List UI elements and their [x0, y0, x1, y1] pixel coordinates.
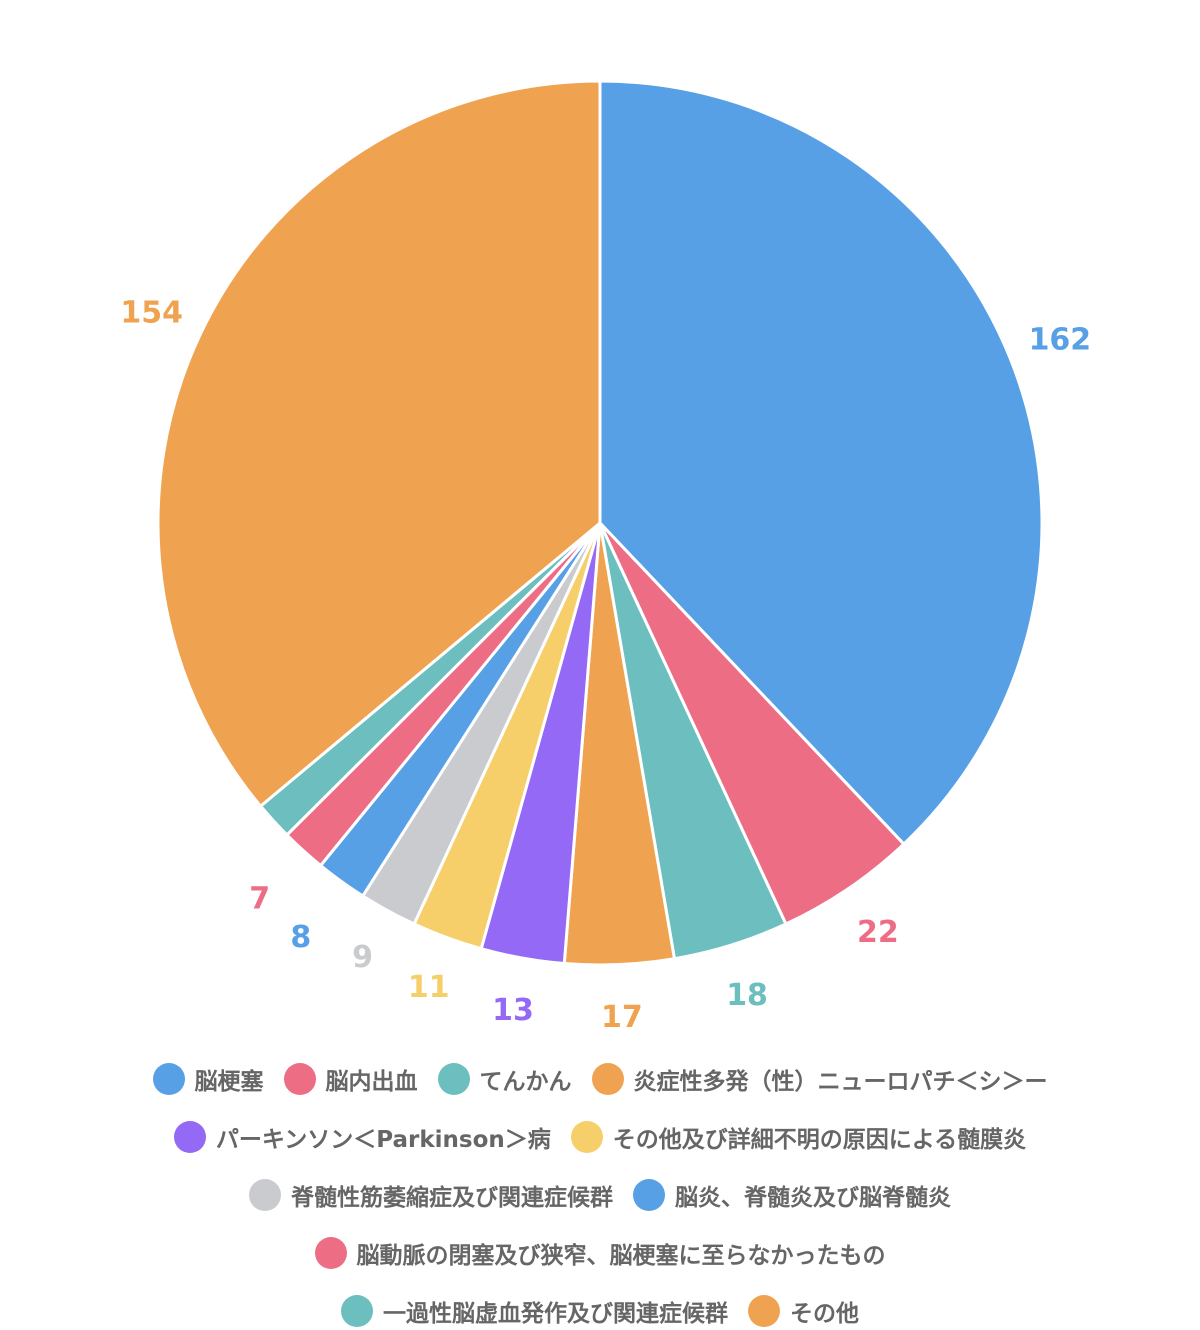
legend-label: 脳内出血 — [325, 1069, 418, 1095]
legend-label: 脳梗塞 — [194, 1069, 264, 1095]
legend-swatch — [283, 1063, 316, 1095]
legend-swatch — [341, 1295, 373, 1327]
legend-label: 炎症性多発（性）ニューロパチ＜シ＞ー — [633, 1069, 1048, 1095]
data-label-2: 18 — [726, 978, 768, 1013]
legend-swatch — [314, 1237, 347, 1269]
data-label-6: 9 — [352, 940, 373, 975]
data-label-3: 17 — [601, 1000, 643, 1035]
data-label-5: 11 — [408, 970, 450, 1005]
data-label-8: 7 — [249, 881, 270, 916]
legend-label: 一過性脳虚血発作及び関連症候群 — [383, 1301, 728, 1327]
legend-item[interactable]: 炎症性多発（性）ニューロパチ＜シ＞ー — [591, 1060, 1048, 1098]
legend-item[interactable]: 脳内出血 — [283, 1060, 418, 1098]
legend-label: その他及び詳細不明の原因による髄膜炎 — [612, 1127, 1027, 1153]
legend-swatch — [633, 1179, 665, 1211]
legend-swatch — [591, 1063, 624, 1095]
legend-item[interactable]: 脊髄性筋萎縮症及び関連症候群 — [249, 1176, 613, 1214]
legend-item[interactable]: その他及び詳細不明の原因による髄膜炎 — [570, 1118, 1027, 1156]
data-label-10: 154 — [120, 296, 183, 331]
legend-swatch — [570, 1121, 603, 1153]
legend-item[interactable]: 一過性脳虚血発作及び関連症候群 — [341, 1292, 728, 1330]
data-label-4: 13 — [492, 993, 534, 1028]
legend-item[interactable]: パーキンソン＜Parkinson＞病 — [173, 1118, 551, 1156]
legend: 脳梗塞 脳内出血 てんかん 炎症性多発（性）ニューロパチ＜シ＞ーパーキンソン＜Park… — [40, 1060, 1160, 1330]
legend-swatch — [249, 1179, 281, 1211]
legend-item[interactable]: 脳炎、脊髄炎及び脳脊髄炎 — [633, 1176, 951, 1214]
data-label-1: 22 — [857, 915, 899, 950]
legend-swatch — [437, 1063, 470, 1095]
legend-swatch — [152, 1063, 185, 1095]
data-label-0: 162 — [1029, 322, 1092, 357]
legend-swatch — [173, 1121, 206, 1153]
legend-label: パーキンソン＜Parkinson＞病 — [215, 1127, 551, 1153]
legend-label: その他 — [790, 1301, 859, 1327]
pie-chart: 162 22 18 17 13 11 9 87 154 — [120, 79, 1092, 1035]
legend-swatch — [748, 1295, 780, 1327]
legend-item[interactable]: 脳動脈の閉塞及び狭窄、脳梗塞に至らなかったもの — [314, 1234, 886, 1272]
legend-item[interactable]: その他 — [748, 1292, 859, 1330]
legend-label: 脳動脈の閉塞及び狭窄、脳梗塞に至らなかったもの — [356, 1243, 886, 1269]
pie-slice-10 — [156, 79, 602, 809]
legend-item[interactable]: 脳梗塞 — [152, 1060, 264, 1098]
legend-label: てんかん — [479, 1069, 572, 1095]
data-label-7: 8 — [290, 920, 311, 955]
legend-label: 脳炎、脊髄炎及び脳脊髄炎 — [675, 1185, 951, 1211]
pie-slice-1 — [598, 521, 906, 926]
legend-item[interactable]: てんかん — [437, 1060, 572, 1098]
pie-slice-0 — [598, 79, 1044, 847]
legend-label: 脊髄性筋萎縮症及び関連症候群 — [291, 1185, 613, 1211]
